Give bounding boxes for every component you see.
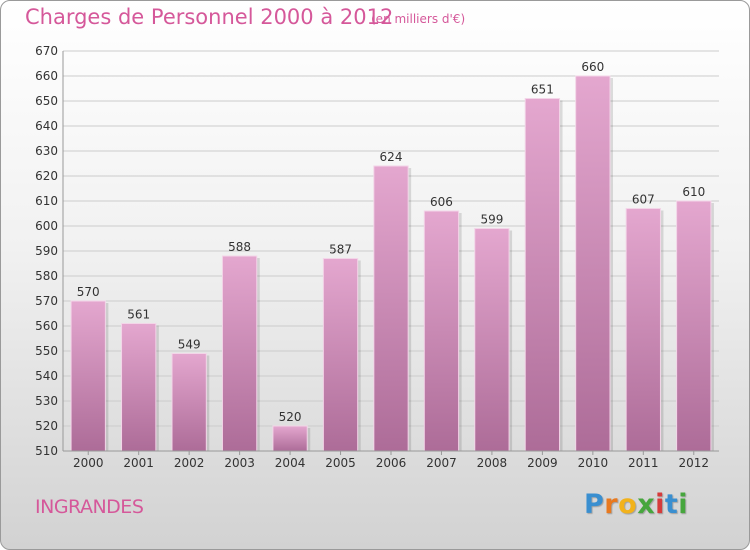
bar-2008 xyxy=(474,228,510,452)
data-label: 651 xyxy=(531,83,554,97)
y-tick-label: 560 xyxy=(35,319,58,333)
bar-2012 xyxy=(676,200,712,452)
bar-2004 xyxy=(272,425,308,452)
y-tick-label: 670 xyxy=(35,44,58,58)
y-tick-label: 630 xyxy=(35,144,58,158)
x-tick-label: 2011 xyxy=(628,456,659,470)
data-label: 610 xyxy=(682,185,705,199)
bar-2003 xyxy=(221,255,258,452)
y-tick-label: 600 xyxy=(35,219,58,233)
y-tick-label: 620 xyxy=(35,169,58,183)
y-tick-label: 540 xyxy=(35,369,58,383)
y-tick-label: 570 xyxy=(35,294,58,308)
y-tick-label: 510 xyxy=(35,444,58,458)
x-tick-label: 2006 xyxy=(376,456,407,470)
bar-2010 xyxy=(575,75,611,452)
data-label: 561 xyxy=(127,308,150,322)
data-label: 587 xyxy=(329,243,352,257)
x-tick-label: 2008 xyxy=(477,456,508,470)
data-label: 606 xyxy=(430,195,453,209)
bar-2007 xyxy=(423,210,460,452)
x-tick-label: 2004 xyxy=(275,456,306,470)
y-tick-label: 550 xyxy=(35,344,58,358)
x-tick-label: 2007 xyxy=(426,456,457,470)
bar-2011 xyxy=(625,208,661,452)
data-label: 607 xyxy=(632,193,655,207)
x-tick-label: 2005 xyxy=(325,456,356,470)
bar-2001 xyxy=(121,323,157,452)
bar-2005 xyxy=(322,258,359,452)
bar-2000 xyxy=(70,300,106,452)
y-tick-label: 580 xyxy=(35,269,58,283)
x-tick-label: 2000 xyxy=(73,456,104,470)
x-tick-label: 2002 xyxy=(174,456,205,470)
data-label: 624 xyxy=(380,150,403,164)
bar-2002 xyxy=(171,353,207,452)
x-tick-label: 2001 xyxy=(123,456,154,470)
city-name: INGRANDES xyxy=(35,496,144,518)
x-tick-label: 2009 xyxy=(527,456,558,470)
data-label: 549 xyxy=(178,338,201,352)
y-tick-label: 610 xyxy=(35,194,58,208)
y-tick-label: 590 xyxy=(35,244,58,258)
data-label: 570 xyxy=(77,285,100,299)
chart-title: Charges de Personnel 2000 à 2012 xyxy=(25,5,394,29)
bar-2009 xyxy=(524,98,561,452)
data-label: 520 xyxy=(279,410,302,424)
y-tick-label: 520 xyxy=(35,419,58,433)
data-label: 660 xyxy=(581,60,604,74)
data-label: 588 xyxy=(228,240,251,254)
y-tick-label: 660 xyxy=(35,69,58,83)
x-tick-label: 2012 xyxy=(678,456,709,470)
x-tick-label: 2003 xyxy=(224,456,255,470)
chart-subtitle: (en milliers d'€) xyxy=(371,12,466,26)
data-label: 599 xyxy=(480,213,503,227)
bar-2006 xyxy=(373,165,409,452)
x-tick-label: 2010 xyxy=(578,456,609,470)
proxiti-logo: Proxiti xyxy=(584,489,689,520)
y-tick-label: 640 xyxy=(35,119,58,133)
y-tick-label: 650 xyxy=(35,94,58,108)
y-tick-label: 530 xyxy=(35,394,58,408)
